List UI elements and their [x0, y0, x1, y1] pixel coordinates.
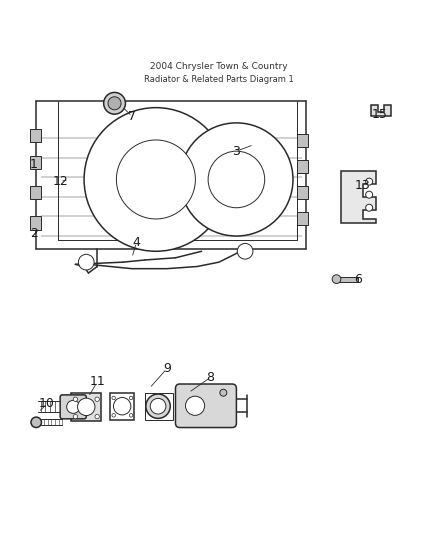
Circle shape: [180, 123, 293, 236]
Bar: [30, 156, 41, 168]
Bar: [297, 186, 308, 199]
Text: 1: 1: [30, 158, 38, 171]
Circle shape: [31, 417, 42, 427]
Circle shape: [78, 398, 95, 416]
Text: 3: 3: [233, 144, 240, 158]
Circle shape: [78, 254, 94, 270]
FancyBboxPatch shape: [60, 395, 86, 419]
Bar: [30, 130, 41, 142]
Circle shape: [84, 108, 228, 251]
Text: 13: 13: [355, 180, 371, 192]
Bar: [110, 393, 134, 419]
Text: 9: 9: [163, 362, 171, 375]
Text: 10: 10: [39, 397, 55, 410]
Circle shape: [112, 414, 116, 417]
Circle shape: [129, 414, 133, 417]
Circle shape: [73, 397, 78, 401]
Circle shape: [129, 396, 133, 400]
Circle shape: [113, 398, 131, 415]
Text: 12: 12: [52, 175, 68, 188]
Circle shape: [104, 92, 125, 114]
Text: 11: 11: [89, 375, 105, 389]
Circle shape: [185, 396, 205, 415]
Circle shape: [112, 396, 116, 400]
Bar: [297, 134, 308, 147]
Circle shape: [366, 204, 373, 211]
Circle shape: [146, 394, 170, 418]
Bar: [297, 212, 308, 225]
Bar: [297, 160, 308, 173]
Circle shape: [237, 244, 253, 259]
Text: 15: 15: [372, 108, 388, 120]
Text: 2004 Chrysler Town & Country: 2004 Chrysler Town & Country: [150, 62, 288, 71]
FancyBboxPatch shape: [176, 384, 237, 427]
Bar: [145, 393, 173, 419]
Bar: [336, 277, 358, 282]
Circle shape: [220, 389, 227, 396]
Circle shape: [95, 415, 99, 419]
Circle shape: [332, 275, 341, 284]
Polygon shape: [371, 106, 391, 116]
Bar: [30, 186, 41, 199]
Text: 4: 4: [132, 236, 140, 249]
Circle shape: [208, 151, 265, 208]
Circle shape: [67, 400, 80, 414]
Bar: [30, 216, 41, 230]
Polygon shape: [341, 171, 376, 223]
Text: 2: 2: [30, 228, 38, 240]
Text: 8: 8: [206, 371, 214, 384]
Circle shape: [117, 140, 195, 219]
Text: Radiator & Related Parts Diagram 1: Radiator & Related Parts Diagram 1: [144, 75, 294, 84]
Circle shape: [73, 415, 78, 419]
Circle shape: [95, 397, 99, 401]
Bar: [71, 393, 102, 421]
Circle shape: [150, 398, 166, 414]
Text: 7: 7: [128, 110, 136, 123]
Circle shape: [108, 97, 121, 110]
Circle shape: [366, 178, 373, 185]
Text: 6: 6: [354, 273, 362, 286]
Circle shape: [366, 191, 373, 198]
